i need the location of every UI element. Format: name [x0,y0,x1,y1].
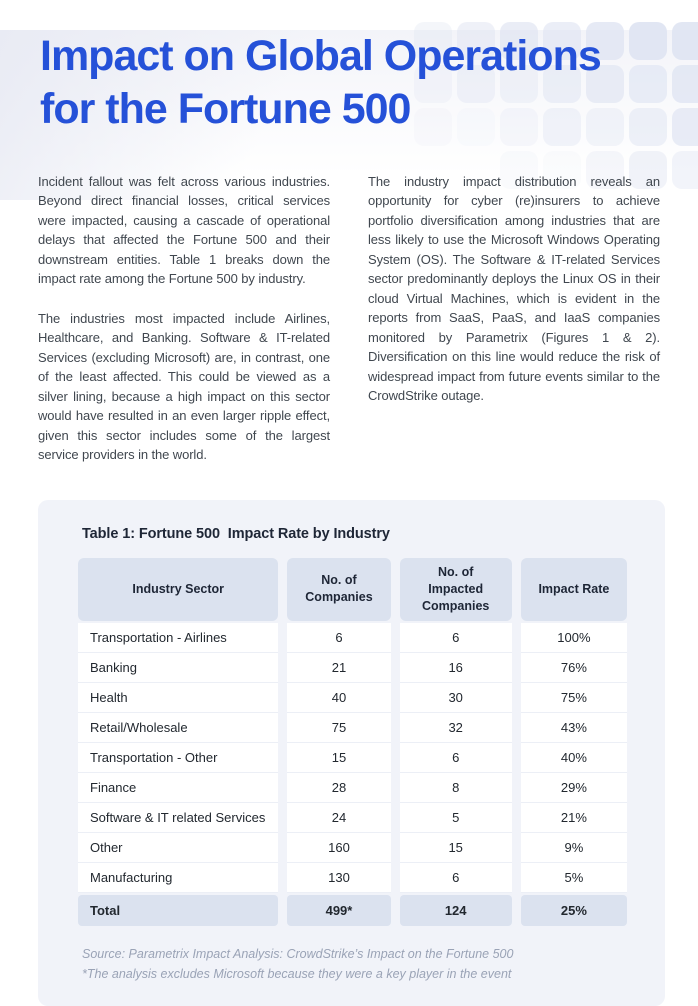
column-header-industry-sector: Industry Sector [78,558,279,621]
intro-right-column: The industry impact distribution reveals… [368,172,660,465]
source-note: Source: Parametrix Impact Analysis: Crow… [78,944,627,984]
impacted-cell: 6 [399,742,512,773]
table-row: Finance 28 8 29% [78,772,627,803]
rate-cell: 21% [520,802,627,833]
companies-cell: 21 [287,652,391,683]
sector-cell: Health [78,682,279,713]
rate-cell: 5% [520,862,627,893]
companies-cell: 28 [287,772,391,803]
rate-cell: 76% [520,652,627,683]
intro-columns: Incident fallout was felt across various… [38,172,660,465]
companies-cell: 75 [287,712,391,743]
intro-paragraph-3: The industry impact distribution reveals… [368,173,660,404]
sector-cell: Other [78,832,279,863]
sector-cell: Software & IT related Services [78,802,279,833]
table-title: Table 1: Fortune 500 Impact Rate by Indu… [82,526,390,542]
companies-cell: 6 [287,622,391,653]
total-rate-cell: 25% [520,894,627,926]
impacted-cell: 5 [399,802,512,833]
table-header-row: Industry Sector No. of Companies No. of … [78,558,627,621]
impacted-cell: 30 [399,682,512,713]
table-row: Transportation - Other 15 6 40% [78,742,627,773]
rate-cell: 9% [520,832,627,863]
table-row: Retail/Wholesale 75 32 43% [78,712,627,743]
total-companies-cell: 499* [287,894,391,926]
rate-cell: 100% [520,622,627,653]
table-row: Other 160 15 9% [78,832,627,863]
companies-cell: 130 [287,862,391,893]
companies-cell: 40 [287,682,391,713]
impacted-cell: 32 [399,712,512,743]
companies-cell: 24 [287,802,391,833]
table-row: Software & IT related Services 24 5 21% [78,802,627,833]
total-label-cell: Total [78,894,279,926]
companies-cell: 160 [287,832,391,863]
impacted-cell: 15 [399,832,512,863]
intro-paragraph-1: Incident fallout was felt across various… [38,173,330,287]
companies-cell: 15 [287,742,391,773]
source-line-2: *The analysis excludes Microsoft because… [82,966,512,981]
table-total-row: Total 499* 124 25% [78,893,627,926]
impacted-cell: 16 [399,652,512,683]
source-line-1: Source: Parametrix Impact Analysis: Crow… [82,946,514,961]
sector-cell: Manufacturing [78,862,279,893]
sector-cell: Transportation - Other [78,742,279,773]
column-header-no-of-companies: No. of Companies [287,558,391,621]
total-impacted-cell: 124 [399,894,512,926]
table-row: Banking 21 16 76% [78,652,627,683]
sector-cell: Transportation - Airlines [78,622,279,653]
rate-cell: 29% [520,772,627,803]
sector-cell: Retail/Wholesale [78,712,279,743]
table-panel: Table 1: Fortune 500 Impact Rate by Indu… [38,500,665,1006]
intro-paragraph-2: The industries most impacted include Air… [38,310,330,463]
rate-cell: 75% [520,682,627,713]
rate-cell: 43% [520,712,627,743]
impact-table: Industry Sector No. of Companies No. of … [78,558,627,926]
table-row: Transportation - Airlines 6 6 100% [78,622,627,653]
table-row: Health 40 30 75% [78,682,627,713]
rate-cell: 40% [520,742,627,773]
impacted-cell: 8 [399,772,512,803]
table-row: Manufacturing 130 6 5% [78,862,627,893]
page-title: Impact on Global Operations for the Fort… [40,32,602,133]
sector-cell: Banking [78,652,279,683]
intro-left-column: Incident fallout was felt across various… [38,172,330,465]
column-header-impact-rate: Impact Rate [520,558,627,621]
impacted-cell: 6 [399,862,512,893]
column-header-no-of-impacted-companies: No. of Impacted Companies [399,558,512,621]
impacted-cell: 6 [399,622,512,653]
sector-cell: Finance [78,772,279,803]
